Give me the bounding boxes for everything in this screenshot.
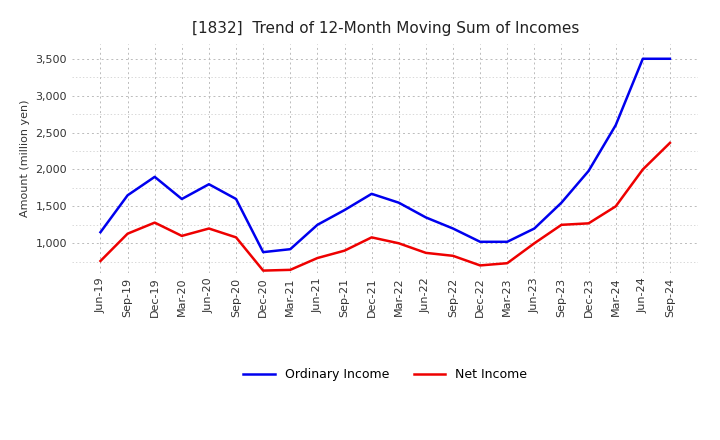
Line: Ordinary Income: Ordinary Income bbox=[101, 59, 670, 252]
Ordinary Income bbox=[557, 200, 566, 205]
Net Income bbox=[611, 204, 620, 209]
Net Income bbox=[178, 233, 186, 238]
Net Income bbox=[286, 267, 294, 272]
Net Income bbox=[503, 260, 511, 266]
Net Income bbox=[584, 221, 593, 226]
Net Income bbox=[395, 241, 403, 246]
Ordinary Income bbox=[204, 182, 213, 187]
Net Income bbox=[259, 268, 268, 273]
Net Income bbox=[476, 263, 485, 268]
Legend: Ordinary Income, Net Income: Ordinary Income, Net Income bbox=[238, 363, 532, 385]
Net Income bbox=[232, 235, 240, 240]
Ordinary Income bbox=[313, 222, 322, 227]
Net Income bbox=[557, 222, 566, 227]
Net Income bbox=[150, 220, 159, 225]
Net Income bbox=[665, 140, 674, 146]
Net Income bbox=[204, 226, 213, 231]
Line: Net Income: Net Income bbox=[101, 143, 670, 271]
Net Income bbox=[341, 248, 349, 253]
Ordinary Income bbox=[503, 239, 511, 245]
Ordinary Income bbox=[123, 193, 132, 198]
Net Income bbox=[421, 250, 430, 256]
Ordinary Income bbox=[367, 191, 376, 197]
Ordinary Income bbox=[96, 230, 105, 235]
Ordinary Income bbox=[150, 174, 159, 180]
Ordinary Income bbox=[395, 200, 403, 205]
Ordinary Income bbox=[611, 123, 620, 128]
Net Income bbox=[96, 258, 105, 264]
Ordinary Income bbox=[341, 207, 349, 213]
Ordinary Income bbox=[259, 249, 268, 255]
Net Income bbox=[530, 241, 539, 246]
Title: [1832]  Trend of 12-Month Moving Sum of Incomes: [1832] Trend of 12-Month Moving Sum of I… bbox=[192, 21, 579, 36]
Ordinary Income bbox=[639, 56, 647, 62]
Net Income bbox=[639, 167, 647, 172]
Net Income bbox=[449, 253, 457, 258]
Ordinary Income bbox=[530, 226, 539, 231]
Ordinary Income bbox=[286, 246, 294, 252]
Ordinary Income bbox=[584, 169, 593, 174]
Ordinary Income bbox=[178, 196, 186, 202]
Ordinary Income bbox=[421, 215, 430, 220]
Net Income bbox=[313, 255, 322, 260]
Net Income bbox=[123, 231, 132, 236]
Ordinary Income bbox=[449, 226, 457, 231]
Ordinary Income bbox=[476, 239, 485, 245]
Ordinary Income bbox=[665, 56, 674, 62]
Net Income bbox=[367, 235, 376, 240]
Y-axis label: Amount (million yen): Amount (million yen) bbox=[20, 99, 30, 217]
Ordinary Income bbox=[232, 196, 240, 202]
